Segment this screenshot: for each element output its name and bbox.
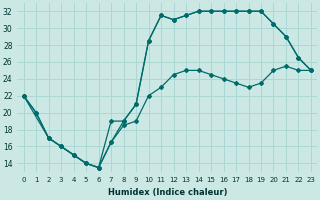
- X-axis label: Humidex (Indice chaleur): Humidex (Indice chaleur): [108, 188, 227, 197]
